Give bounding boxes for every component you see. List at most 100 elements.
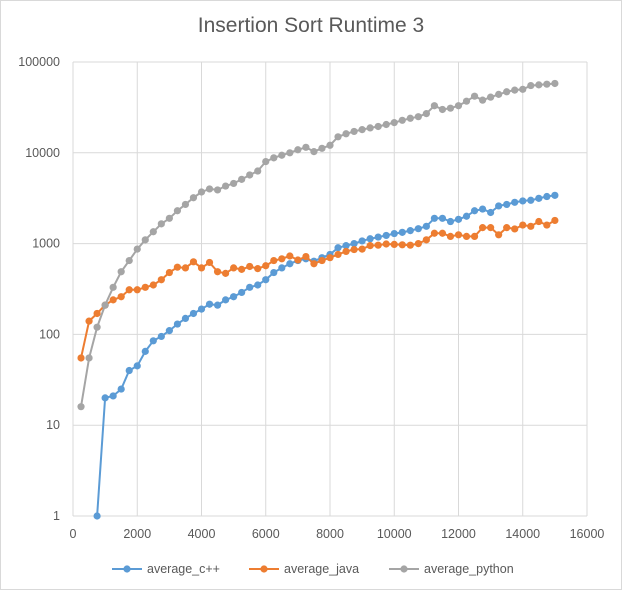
legend-marker — [123, 565, 131, 573]
data-point — [221, 269, 230, 277]
data-point — [165, 214, 173, 222]
data-point — [487, 224, 495, 232]
data-point — [366, 124, 374, 132]
data-point — [462, 212, 471, 220]
data-point — [398, 241, 406, 249]
data-point — [149, 337, 157, 345]
data-point — [487, 208, 495, 217]
data-point — [238, 288, 246, 297]
data-point — [221, 182, 230, 190]
data-point — [117, 268, 125, 276]
data-point — [318, 144, 326, 152]
data-point — [173, 263, 182, 271]
data-point — [454, 102, 463, 110]
data-point — [470, 232, 479, 241]
x-tick-label: 16000 — [570, 527, 605, 541]
x-tick-label: 4000 — [188, 527, 216, 541]
data-point — [157, 332, 165, 341]
data-point — [157, 276, 165, 284]
data-point — [197, 305, 206, 313]
data-point — [358, 245, 366, 253]
data-point — [141, 236, 149, 244]
chart-title: Insertion Sort Runtime 3 — [197, 14, 425, 37]
data-point — [543, 221, 551, 229]
data-point — [125, 256, 133, 265]
y-tick-label: 100 — [39, 327, 60, 341]
data-point — [478, 224, 487, 232]
legend-label: average_c++ — [147, 562, 220, 576]
axis-layer: 0 2000 4000 6000 8000 10000 12000 14000 16000 1 10… — [18, 55, 604, 541]
data-point — [406, 114, 414, 122]
data-point — [286, 260, 294, 268]
data-point — [390, 119, 398, 127]
data-point — [254, 265, 262, 273]
data-point — [117, 293, 125, 301]
data-point — [462, 232, 471, 241]
legend: average_c++ average_java average_python — [112, 562, 514, 576]
data-point — [262, 157, 270, 166]
series-line-1 — [80, 219, 556, 359]
data-point — [77, 354, 85, 362]
data-point — [511, 86, 519, 94]
data-point — [350, 245, 358, 254]
data-point — [495, 231, 503, 239]
data-point — [246, 262, 254, 271]
data-point — [246, 171, 254, 179]
data-point — [133, 286, 141, 294]
data-point — [390, 229, 398, 238]
data-point — [527, 81, 535, 90]
data-point — [141, 283, 149, 291]
data-point — [173, 320, 182, 328]
data-point — [334, 244, 342, 252]
data-point — [270, 256, 278, 265]
legend-label: average_python — [424, 562, 514, 576]
data-point — [230, 264, 238, 272]
data-point — [438, 214, 447, 222]
data-point — [93, 512, 101, 520]
data-point — [181, 264, 190, 272]
data-point — [470, 92, 479, 100]
y-tick-label: 1 — [53, 509, 60, 523]
data-point — [470, 207, 479, 215]
data-point — [165, 268, 173, 277]
data-point — [93, 323, 101, 331]
data-point — [213, 186, 222, 194]
data-point — [543, 80, 551, 88]
data-point — [93, 309, 101, 318]
data-point — [101, 301, 109, 309]
data-point — [133, 362, 141, 370]
data-point — [262, 276, 270, 284]
data-point — [374, 233, 382, 241]
data-point — [535, 217, 543, 226]
data-point — [181, 314, 190, 323]
data-point — [446, 232, 455, 241]
x-tick-label: 14000 — [505, 527, 540, 541]
data-point — [85, 354, 93, 362]
x-tick-label: 0 — [70, 527, 77, 541]
data-point — [406, 241, 414, 249]
data-point — [414, 225, 422, 233]
data-point — [462, 97, 471, 105]
data-point — [551, 79, 559, 88]
data-point — [213, 301, 222, 309]
data-point — [302, 252, 310, 261]
data-point — [519, 221, 527, 229]
grid-layer — [72, 61, 588, 517]
data-point — [181, 200, 190, 209]
data-point — [422, 222, 430, 230]
data-point — [294, 146, 302, 154]
data-point — [254, 167, 262, 175]
data-point — [478, 205, 487, 213]
data-point — [438, 105, 447, 114]
data-point — [246, 283, 254, 291]
data-point — [390, 240, 398, 248]
data-point — [157, 220, 165, 228]
legend-marker — [400, 565, 408, 573]
legend-marker — [260, 565, 268, 573]
data-point — [278, 264, 286, 272]
data-point — [109, 392, 117, 400]
data-point — [511, 198, 519, 206]
data-point — [430, 102, 439, 110]
